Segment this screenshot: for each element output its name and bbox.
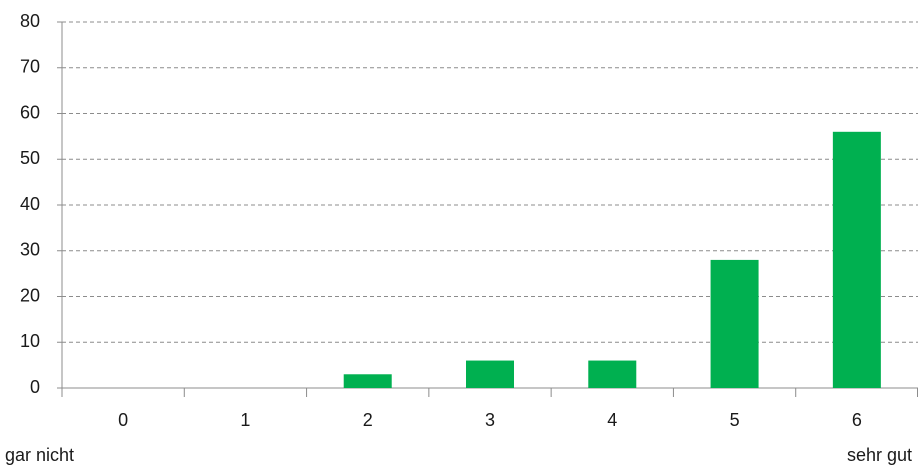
x-tick-label: 4	[607, 410, 617, 430]
x-tick-label: 1	[240, 410, 250, 430]
x-end-label: gar nicht	[5, 445, 74, 465]
y-tick-label: 70	[20, 57, 40, 77]
x-tick-label: 5	[730, 410, 740, 430]
y-tick-label: 50	[20, 148, 40, 168]
y-tick-label: 0	[30, 377, 40, 397]
x-tick-label: 0	[118, 410, 128, 430]
y-tick-label: 40	[20, 194, 40, 214]
bar	[588, 360, 637, 388]
x-tick-label: 3	[485, 410, 495, 430]
bar	[832, 131, 881, 389]
y-tick-label: 20	[20, 285, 40, 305]
x-tick-label: 6	[852, 410, 862, 430]
bar	[466, 360, 514, 388]
y-tick-label: 60	[20, 102, 40, 122]
bar	[710, 259, 759, 388]
x-end-label: sehr gut	[847, 445, 912, 465]
y-tick-label: 80	[20, 11, 40, 31]
bar	[343, 374, 392, 388]
x-tick-label: 2	[363, 410, 373, 430]
y-tick-label: 10	[20, 331, 40, 351]
y-tick-label: 30	[20, 240, 40, 260]
